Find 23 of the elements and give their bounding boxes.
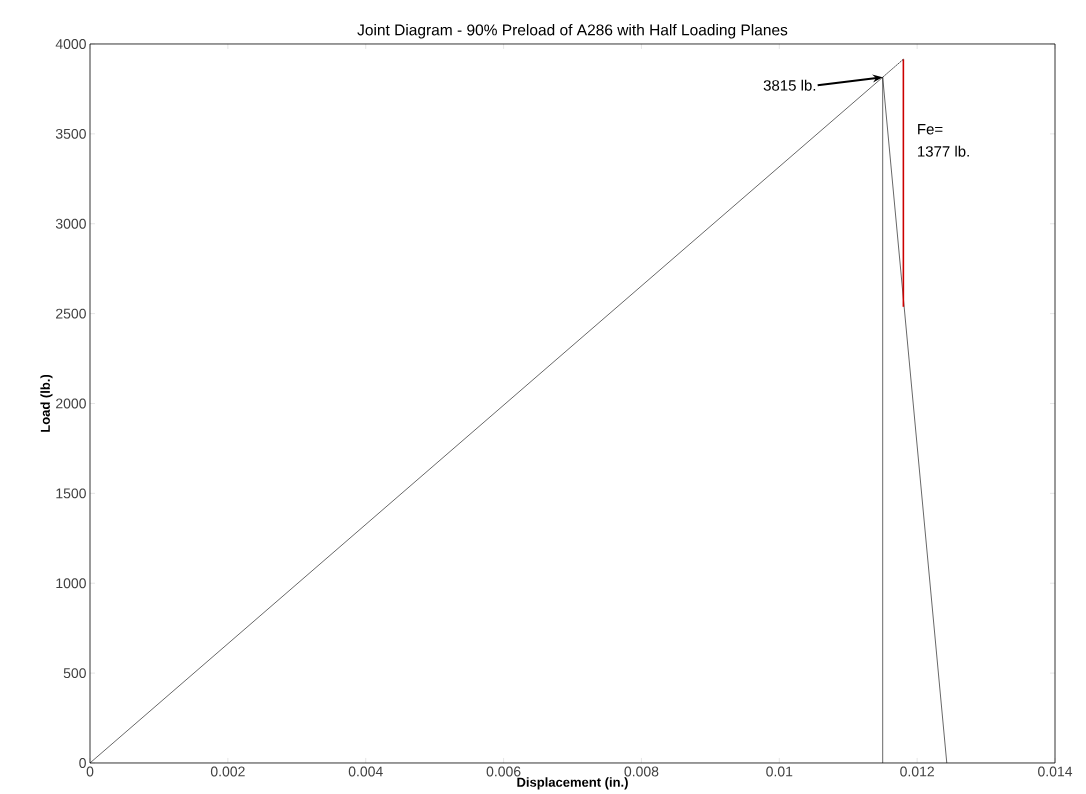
chart-title: Joint Diagram - 90% Preload of A286 with Half Loading Planes [357,24,788,39]
x-axis-title: Displacement (in.) [517,777,628,790]
x-tick-label: 0.012 [900,766,934,777]
y-tick-label: 4000 [55,39,86,49]
y-tick-label: 3500 [55,128,86,139]
annotation: Fe= [918,124,943,135]
y-tick-label: 0 [79,758,86,768]
annotation: 3815 lb. [763,79,816,91]
x-tick-label: 0 [86,766,94,777]
y-tick-label: 1500 [56,488,86,499]
y-tick-label: 1000 [56,578,86,589]
x-tick-label: 0.004 [348,766,383,777]
y-axis-title: Load (lb.) [40,374,53,432]
x-tick-label: 0.014 [1038,766,1073,777]
y-tick-label: 2000 [56,398,86,409]
y-tick-label: 3000 [55,218,86,229]
y-tick-label: 500 [63,668,86,679]
y-tick-label: 2500 [56,308,86,319]
annotation: 1377 lb. [918,145,969,157]
x-tick-label: 0.008 [624,766,659,777]
x-tick-label: 0.01 [766,766,793,777]
x-tick-label: 0.006 [486,766,521,777]
x-tick-label: 0.002 [210,766,245,777]
